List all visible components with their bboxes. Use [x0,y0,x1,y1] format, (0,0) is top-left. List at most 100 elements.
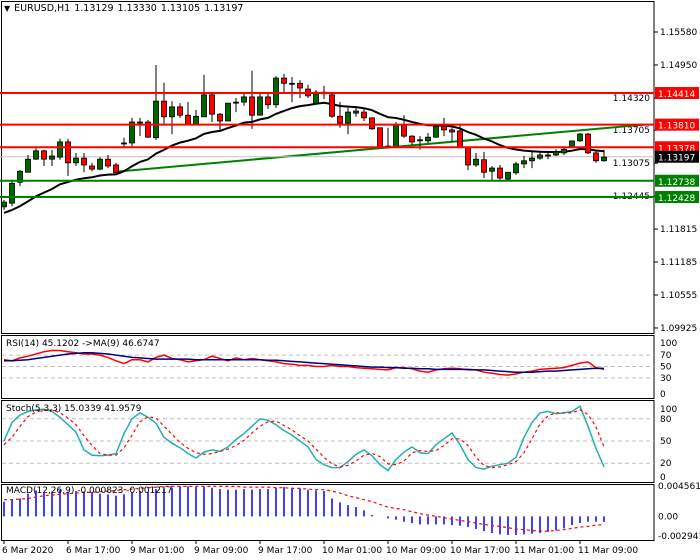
bull-candle [49,155,55,160]
bull-candle [553,151,559,156]
bull-candle [473,158,479,166]
stoch-tick-label: 0 [660,473,666,483]
high-value: 1.13330 [117,3,157,14]
bear-candle [441,125,447,131]
bull-candle [97,158,103,170]
bear-candle [497,167,503,179]
bear-candle [185,114,191,125]
bear-candle [89,165,95,170]
chart-header: ▼ EURUSD,H1 1.13129 1.13330 1.13105 1.13… [4,3,243,14]
bear-candle [281,77,287,84]
bear-candle [361,111,367,119]
bull-candle [529,157,535,162]
bull-candle [129,121,135,144]
bull-candle [121,142,127,145]
price-tick-label: 1.11815 [660,225,697,235]
macd-tick-label: -0.002941 [658,532,700,542]
bear-candle [369,117,375,130]
bull-candle [353,110,359,114]
bear-candle [217,113,223,122]
stoch-tick-label: 50 [660,437,672,447]
bull-candle [25,158,31,173]
bull-candle [505,171,511,180]
price-level-box [655,174,699,187]
bear-candle [177,106,183,116]
time-tick-label: 11 Mar 01:00 [514,546,574,556]
bear-candle [145,121,151,138]
rsi-tick-label: 50 [660,363,672,373]
time-tick-label: 6 Mar 17:00 [66,546,121,556]
bull-candle [425,136,431,142]
bull-candle [521,160,527,165]
price-level-box [655,190,699,203]
time-tick-label: 9 Mar 09:00 [194,546,249,556]
price-tick-label: 1.14320 [613,94,650,104]
time-tick-label: 10 Mar 01:00 [322,546,382,556]
rsi-series-1 [4,352,605,373]
bull-candle [193,115,199,125]
bull-candle [201,94,207,118]
bull-candle [9,182,15,204]
time-tick-label: 9 Mar 01:00 [130,546,185,556]
time-tick-label: 11 Mar 09:00 [578,546,638,556]
stoch-series-1 [3,409,605,469]
current-price-box [655,150,699,163]
rsi-tick-label: 70 [660,351,672,361]
stoch-title: Stoch(5,3,3) 15.0339 41.9579 [6,404,142,414]
macd-tick-label: 0.004561 [658,482,700,492]
macd-title: MACD(12,26,9) -0.000823 -0.001217 [6,486,173,496]
bear-candle [209,94,215,115]
stoch-tick-label: 20 [660,459,672,469]
bull-candle [241,96,247,103]
panel-frame [1,1,655,334]
bull-candle [537,154,543,159]
bull-candle [577,133,583,142]
time-tick-label: 6 Mar 2020 [2,546,54,556]
price-tick-label: 1.13075 [613,159,650,169]
bear-candle [593,152,599,162]
rsi-series-0 [3,349,605,376]
bull-candle [257,96,263,116]
bear-candle [401,124,407,137]
bear-candle [465,146,471,166]
rsi-title: RSI(14) 45.1202 ->MA(9) 46.6747 [6,339,160,349]
bear-candle [409,135,415,143]
price-tick-label: 1.13705 [613,126,650,136]
price-level-label: 1.13810 [658,122,695,132]
price-level-label: 1.14414 [658,90,695,100]
bull-candle [489,167,495,172]
stoch-series-0 [3,405,605,472]
panel-frame [1,484,655,541]
price-level-box [655,141,699,154]
time-tick-label: 10 Mar 09:00 [386,546,446,556]
bear-candle [161,100,167,118]
bear-candle [449,129,455,133]
symbol-label: EURUSD,H1 [14,3,71,14]
time-tick-label: 10 Mar 17:00 [450,546,510,556]
rsi-tick-label: 30 [660,374,672,384]
bear-candle [329,94,335,117]
bear-candle [457,130,463,148]
stoch-tick-label: 100 [660,405,677,415]
time-tick-label: 9 Mar 17:00 [258,546,313,556]
bull-candle [561,148,567,154]
price-level-label: 1.12738 [658,178,695,188]
macd-signal-line [4,485,605,532]
bull-candle [1,201,7,208]
price-tick-label: 1.14950 [660,61,697,71]
bear-candle [41,150,47,160]
bear-candle [105,158,111,167]
bull-candle [57,141,63,158]
open-value: 1.13129 [74,3,114,14]
bull-candle [17,170,23,183]
triangle-down-icon[interactable]: ▼ [4,4,11,13]
bull-candle [137,121,143,124]
bear-candle [585,133,591,154]
stoch-tick-label: 80 [660,415,672,425]
bull-candle [345,111,351,124]
bull-candle [273,77,279,106]
price-tick-label: 1.09925 [660,324,697,334]
close-value: 1.13197 [204,3,244,14]
bull-candle [417,139,423,142]
